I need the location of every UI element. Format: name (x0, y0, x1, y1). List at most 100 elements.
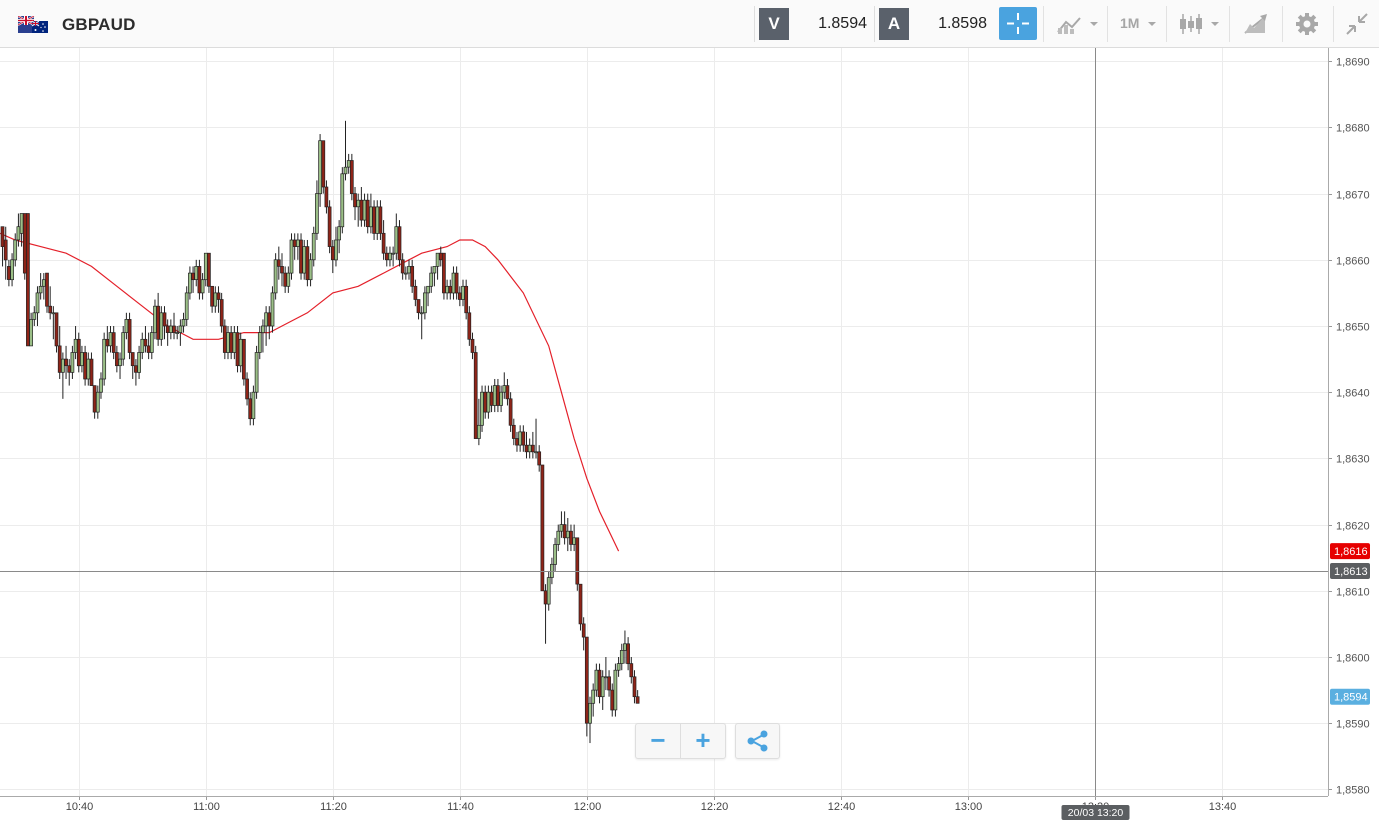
candle (267, 306, 272, 340)
collapse-button[interactable] (1333, 6, 1379, 42)
candle (362, 193, 367, 227)
candle-body-down (626, 643, 630, 665)
candle (99, 372, 103, 399)
candle (315, 180, 319, 240)
candle (531, 431, 535, 459)
candle (454, 266, 459, 300)
candle-body-down (92, 385, 97, 413)
candle (623, 630, 627, 664)
candle-body-up (550, 563, 554, 578)
candle (264, 306, 268, 346)
candle (251, 385, 256, 426)
candle (29, 312, 33, 347)
candle-body-up (362, 199, 367, 221)
candle (283, 266, 288, 293)
crosshair-icon (1007, 13, 1029, 34)
candle-body-down (172, 325, 176, 333)
candle-body-down (3, 239, 8, 261)
candle-body-up (616, 663, 621, 671)
candle-style-button[interactable] (1166, 6, 1228, 42)
candle (213, 286, 218, 313)
candle-body-down (381, 232, 386, 254)
candle (184, 286, 189, 327)
timeframe-button[interactable]: 1M (1107, 6, 1165, 42)
chart-type-button[interactable] (1043, 6, 1105, 42)
candle-body-down (416, 299, 421, 314)
zoom-in-button[interactable]: + (695, 725, 711, 755)
candle (467, 306, 472, 346)
y-tick-label: 1,8620 (1336, 521, 1370, 533)
candle (343, 120, 348, 181)
candle (137, 345, 141, 379)
candle (353, 187, 357, 221)
candle-body-up (181, 319, 186, 327)
candle (159, 306, 164, 346)
candle (153, 299, 157, 340)
candle-body-down (64, 358, 68, 367)
candle (45, 272, 49, 313)
candle (607, 670, 611, 697)
zoom-out-button[interactable]: − (636, 724, 681, 758)
candle-body-down (156, 305, 160, 340)
candle (200, 273, 205, 300)
candle-body-up (61, 358, 65, 373)
candle (397, 220, 402, 267)
candle (442, 252, 446, 300)
candle-body-up (213, 292, 218, 307)
chart-overlays: 1,8616 1,8613 1,8594 20/03 13:20 (0, 48, 1370, 820)
candle-body-down (229, 332, 234, 353)
candle (242, 338, 246, 386)
candle (369, 193, 373, 234)
price-chart[interactable]: 1,85801,85901,86001,86101,86201,86301,86… (0, 48, 1379, 823)
candle-body-down (400, 259, 405, 274)
candle (569, 524, 573, 552)
chart-axes: 1,8580 1,8590 1,8600 1,8610 1,8620 1,8630 1,86… (0, 48, 1370, 813)
chart-grid (0, 48, 1328, 796)
candle (575, 537, 580, 591)
candle-body-down (324, 186, 329, 208)
candle-body-up (594, 669, 599, 691)
candle-body-down (111, 332, 116, 353)
sell-price-box[interactable]: V 1.8594 (754, 6, 871, 42)
drawing-tools-button[interactable] (1229, 6, 1281, 42)
y-tick-label: 1,8650 (1336, 322, 1370, 334)
candle (372, 200, 376, 240)
candle-body-up (492, 385, 497, 406)
candle (334, 226, 338, 267)
candle (188, 266, 192, 300)
candle-body-down (597, 669, 602, 698)
candle-body-down (483, 391, 488, 413)
candle (311, 226, 316, 267)
candle-body-down (467, 312, 472, 340)
candle-body-down (54, 312, 59, 347)
candle (480, 385, 484, 432)
candle (464, 279, 469, 320)
candle (194, 259, 199, 287)
candle-body-up (315, 193, 319, 234)
candle (156, 292, 160, 346)
candle-body-up (423, 292, 427, 314)
candle-body-up (257, 332, 262, 353)
candles-icon (1180, 14, 1219, 34)
candle-body-up (29, 319, 33, 347)
candle-body-up (499, 391, 503, 406)
candle (308, 253, 313, 287)
candle-body-up (486, 391, 491, 413)
share-button[interactable] (735, 723, 780, 759)
candle-body-up (124, 319, 129, 333)
candle-body-up (261, 325, 265, 333)
buy-price-box[interactable]: A 1.8598 (874, 6, 991, 42)
candle (38, 273, 43, 300)
candle-body-up (308, 259, 313, 281)
candle-body-down (515, 438, 519, 446)
candle (219, 292, 224, 333)
settings-button[interactable] (1282, 6, 1332, 42)
candle (61, 352, 65, 399)
x-tick-label: 12:20 (701, 801, 729, 813)
candle (207, 252, 211, 293)
candle (175, 326, 180, 340)
candle-body-up (296, 239, 300, 247)
crosshair-button[interactable] (999, 7, 1037, 40)
candle-body-down (57, 345, 62, 373)
candle-body-up (429, 272, 434, 287)
